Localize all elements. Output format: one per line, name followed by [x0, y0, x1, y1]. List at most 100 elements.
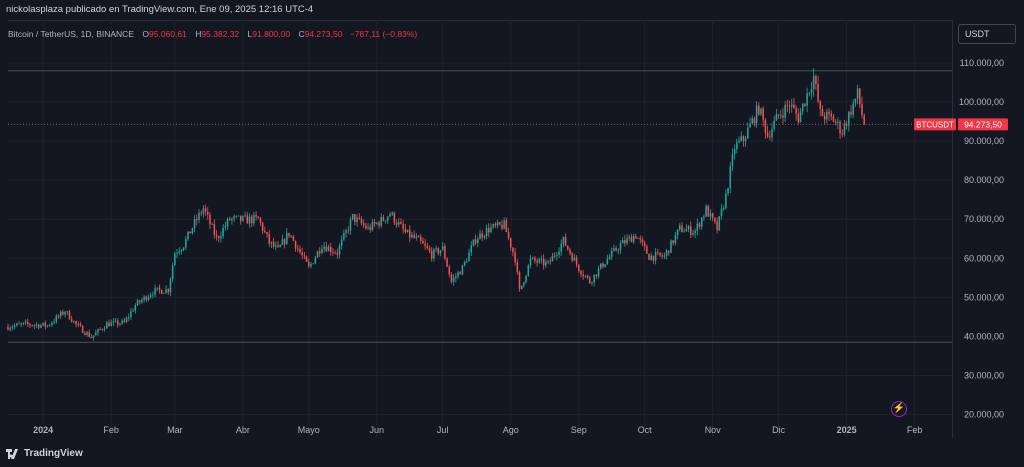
currency-button[interactable]: USDT: [958, 24, 1016, 44]
candle-body: [329, 246, 332, 252]
candle-body: [549, 260, 552, 262]
candle-body: [158, 287, 161, 290]
y-axis-label: 20.000,00: [964, 410, 1004, 420]
candle-body: [384, 220, 387, 222]
candle-body: [226, 218, 229, 227]
candle-body: [821, 108, 824, 116]
candle-body: [338, 245, 341, 255]
candle-body: [398, 222, 400, 225]
candle-body: [411, 234, 413, 238]
candle-body: [349, 219, 352, 231]
candle-body: [138, 300, 141, 303]
y-axis-label: 40.000,00: [964, 331, 1004, 341]
candle-body: [224, 226, 227, 228]
candle-body: [738, 140, 740, 143]
candle-body: [597, 268, 600, 277]
symbol-name[interactable]: Bitcoin / TetherUS, 1D, BINANCE: [8, 29, 134, 39]
candle-body: [95, 332, 97, 336]
candle-body: [270, 241, 273, 244]
candle-body: [808, 92, 811, 94]
candle-body: [630, 236, 633, 243]
candle-body: [413, 234, 415, 238]
candle-body: [11, 327, 14, 329]
candle-body: [531, 257, 534, 259]
candle-body: [24, 321, 27, 323]
candle-body: [362, 223, 365, 226]
candle-body: [654, 252, 657, 261]
ohlc-legend: Bitcoin / TetherUS, 1D, BINANCE O95.060,…: [8, 29, 417, 39]
candle-body: [674, 235, 677, 244]
candle-body: [228, 218, 231, 220]
candle-body: [314, 257, 317, 264]
candle-body: [681, 225, 683, 233]
candle-body: [387, 216, 389, 221]
candle-body: [694, 230, 696, 233]
candle-body: [18, 323, 20, 325]
candle-body: [116, 320, 119, 325]
candle-body: [459, 272, 462, 275]
candle-body: [494, 224, 497, 226]
candle-body: [665, 250, 668, 256]
candle-body: [323, 246, 325, 249]
candle-body: [332, 251, 334, 253]
candle-body: [551, 255, 554, 262]
candle-body: [617, 250, 620, 251]
candle-body: [488, 228, 490, 233]
candle-body: [619, 243, 622, 251]
candle-body: [863, 115, 865, 125]
candle-body: [584, 275, 587, 277]
candle-body: [248, 216, 251, 224]
candle-body: [859, 88, 861, 105]
high-label: H: [195, 29, 202, 39]
candle-body: [42, 322, 44, 326]
candle-body: [812, 75, 815, 89]
candle-body: [90, 336, 93, 338]
candle-body: [457, 272, 459, 277]
candle-body: [239, 215, 242, 221]
candle-body: [171, 265, 174, 280]
candle-body: [435, 248, 437, 250]
low-value: 91.800,00: [252, 29, 291, 39]
candle-body: [380, 216, 382, 226]
tradingview-brand[interactable]: TradingView: [24, 448, 83, 459]
candle-body: [55, 315, 58, 322]
candlestick-chart[interactable]: 110.000,00 100.000,00 90.000,00 80.000,00 70…: [0, 0, 1024, 444]
candle-body: [685, 229, 688, 232]
candle-body: [604, 264, 606, 267]
candle-body: [391, 212, 393, 215]
candle-body: [343, 233, 345, 240]
lightning-bolt-icon[interactable]: ⚡: [891, 401, 907, 417]
candle-body: [786, 104, 789, 106]
candle-body: [505, 220, 508, 232]
candle-body: [523, 282, 525, 286]
candle-body: [286, 233, 288, 244]
candle-body: [591, 282, 593, 284]
candle-body: [419, 236, 422, 241]
candle-body: [582, 274, 584, 277]
x-axis-label: Feb: [103, 425, 119, 435]
candle-body: [123, 320, 126, 323]
candle-body: [492, 224, 494, 228]
candle-body: [670, 240, 672, 253]
candle-body: [828, 111, 830, 114]
high-value: 95.382,32: [201, 29, 240, 39]
x-axis-label: Jul: [437, 425, 449, 435]
x-axis-label: Feb: [907, 425, 923, 435]
close-value: 94.273,50: [304, 29, 343, 39]
candle-body: [545, 261, 547, 266]
candle-body: [507, 231, 510, 238]
tradingview-logo-icon[interactable]: [6, 449, 20, 459]
candle-body: [13, 325, 16, 328]
candle-body: [264, 230, 266, 233]
x-axis-label: 2025: [837, 425, 857, 435]
candle-body: [560, 243, 562, 252]
candle-body: [145, 296, 148, 300]
candle-body: [393, 212, 396, 223]
candle-body: [672, 240, 674, 244]
candle-body: [784, 104, 786, 118]
candle-body: [716, 221, 718, 231]
candle-body: [325, 246, 328, 252]
candle-body: [336, 252, 339, 255]
candle-body: [57, 315, 60, 317]
candle-body: [477, 239, 479, 243]
